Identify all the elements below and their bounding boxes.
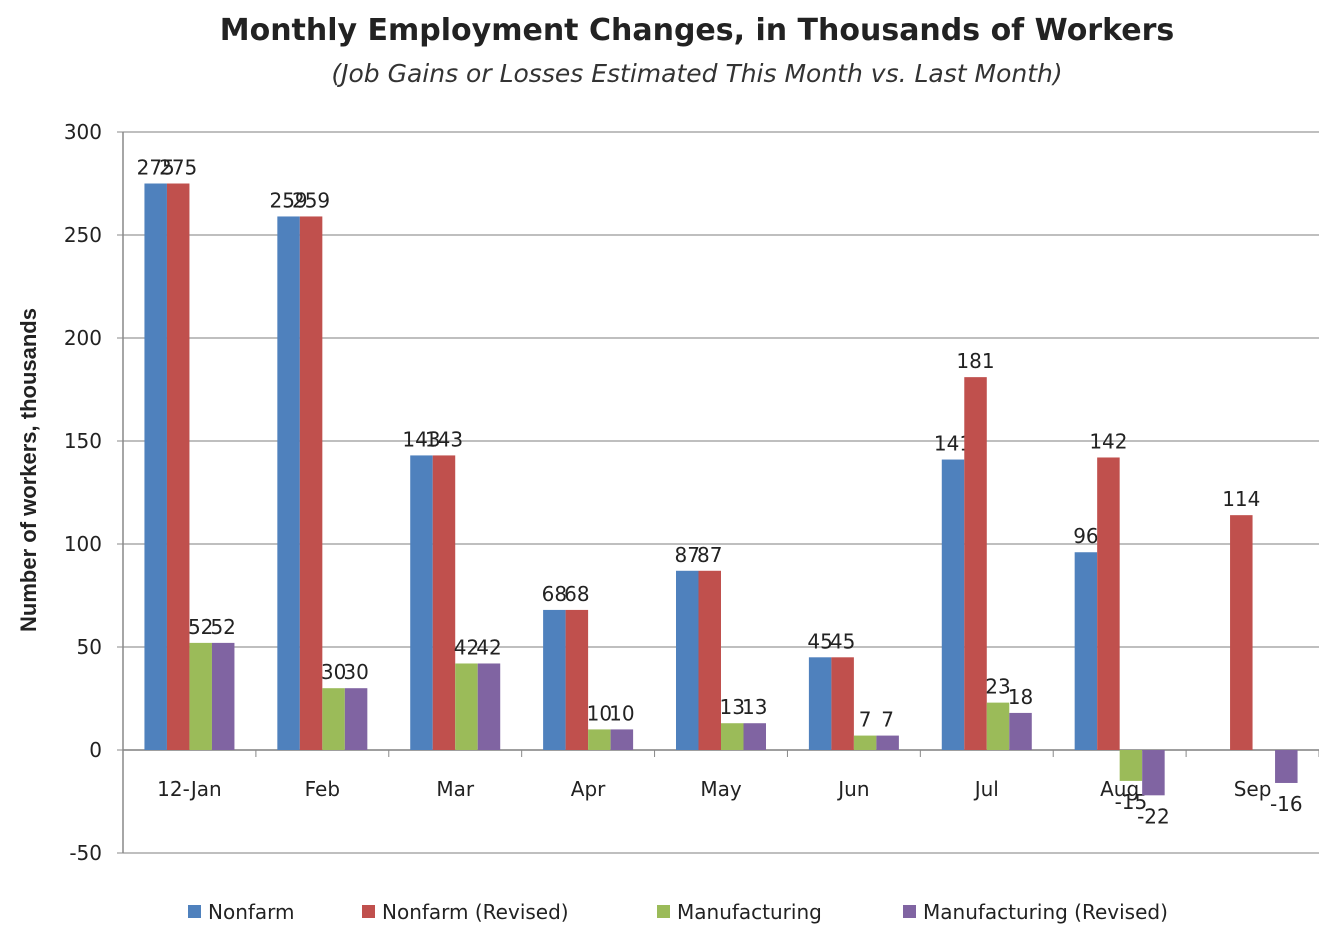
value-label: 10 (609, 701, 634, 725)
value-label: 181 (956, 349, 994, 373)
bar (941, 459, 965, 750)
bar (277, 216, 300, 750)
bar (610, 729, 634, 750)
bar (964, 377, 987, 750)
value-label: 30 (343, 660, 368, 684)
bar (698, 570, 721, 750)
legend-swatch (903, 905, 916, 918)
value-label: 96 (1073, 524, 1098, 548)
value-label: 87 (697, 543, 722, 567)
bar (1009, 712, 1032, 750)
bar (455, 663, 478, 750)
bar (743, 723, 766, 750)
value-label: -16 (1270, 792, 1303, 816)
value-label: 7 (881, 708, 894, 732)
x-tick-label: 12-Jan (157, 777, 222, 801)
value-label: 275 (137, 156, 175, 180)
bar (1230, 515, 1253, 750)
bar (166, 183, 190, 750)
value-label: 87 (675, 543, 700, 567)
value-label: 10 (587, 701, 612, 725)
value-label: 142 (1089, 429, 1127, 453)
y-axis-label: Number of workers, thousands (16, 308, 41, 632)
y-tick-label: 0 (89, 738, 102, 762)
x-tick-label: Feb (305, 777, 340, 801)
y-tick-label: 200 (64, 326, 102, 350)
chart-subtitle: (Job Gains or Losses Estimated This Mont… (331, 59, 1062, 88)
bar (721, 723, 744, 750)
value-label: 275 (159, 156, 197, 180)
bar (410, 455, 433, 750)
bar (211, 642, 235, 750)
value-label: 23 (985, 675, 1010, 699)
value-label: 42 (454, 635, 479, 659)
bar (1119, 750, 1143, 781)
value-label: 259 (292, 188, 330, 212)
bar (831, 657, 854, 750)
bar (543, 609, 566, 750)
bar (676, 570, 699, 750)
bar (432, 455, 456, 750)
bar (344, 688, 368, 750)
value-label: 45 (830, 629, 855, 653)
bar (853, 735, 877, 750)
bar (189, 642, 212, 750)
bar (299, 216, 323, 750)
value-label: 143 (425, 427, 463, 451)
x-tick-label: Mar (436, 777, 475, 801)
legend-label: Manufacturing (Revised) (923, 900, 1168, 924)
x-tick-label: May (700, 777, 742, 801)
y-tick-label: -50 (69, 841, 102, 865)
bar (322, 688, 345, 750)
y-tick-label: 250 (64, 223, 102, 247)
bar (477, 663, 501, 750)
bar (986, 702, 1010, 750)
chart-title: Monthly Employment Changes, in Thousands… (220, 13, 1175, 48)
y-tick-label: 150 (64, 429, 102, 453)
value-label: 18 (1008, 685, 1033, 709)
bar (1275, 750, 1298, 783)
y-tick-label: 100 (64, 532, 102, 556)
y-tick-label: 300 (64, 120, 102, 144)
bar (1142, 750, 1165, 796)
value-label: -22 (1137, 804, 1170, 828)
legend-swatch (188, 905, 201, 918)
value-label: 52 (210, 615, 235, 639)
value-label: 45 (807, 629, 832, 653)
x-tick-label: Aug (1100, 777, 1139, 801)
value-label: 259 (269, 188, 307, 212)
bar (808, 657, 832, 750)
x-tick-label: Jun (836, 777, 869, 801)
value-label: 68 (542, 582, 567, 606)
value-label: 13 (720, 695, 745, 719)
value-label: 143 (402, 427, 440, 451)
value-label: 52 (188, 615, 213, 639)
value-label: 42 (476, 635, 501, 659)
x-tick-label: Apr (571, 777, 606, 801)
bar (588, 729, 611, 750)
legend-label: Nonfarm (Revised) (382, 900, 569, 924)
x-tick-label: Sep (1234, 777, 1272, 801)
value-label: 30 (321, 660, 346, 684)
bar (1074, 552, 1098, 750)
bar (1097, 457, 1120, 750)
legend-label: Manufacturing (677, 900, 822, 924)
bar (144, 183, 167, 750)
x-tick-label: Jul (973, 777, 999, 801)
legend-swatch (362, 905, 375, 918)
value-label: -15 (1115, 790, 1148, 814)
value-label: 13 (742, 695, 767, 719)
value-label: 114 (1222, 487, 1260, 511)
value-label: 68 (564, 582, 589, 606)
bar (565, 609, 589, 750)
y-tick-label: 50 (77, 635, 102, 659)
bar (876, 735, 899, 750)
value-label: 7 (859, 708, 872, 732)
legend-swatch (657, 905, 670, 918)
legend-label: Nonfarm (208, 900, 295, 924)
